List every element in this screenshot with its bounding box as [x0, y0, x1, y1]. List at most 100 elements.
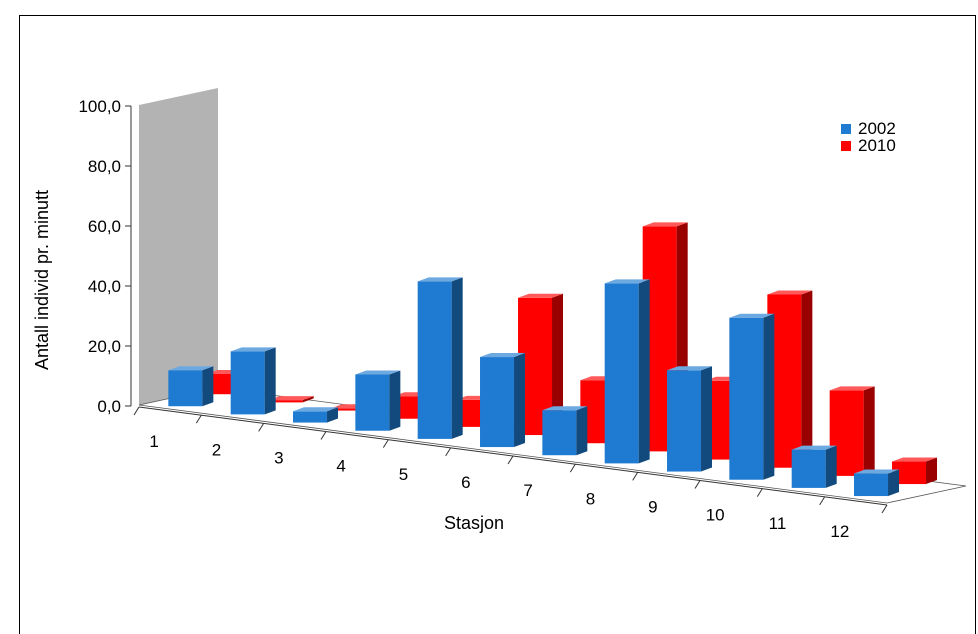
bar-2002-3-front — [293, 411, 328, 423]
bar-2002-11-side — [825, 445, 837, 488]
bar-2002-9 — [667, 366, 713, 472]
bar-2002-2-front — [230, 351, 265, 415]
x-tick — [819, 496, 826, 506]
legend-swatch-2010 — [841, 141, 851, 151]
bar-2010-11-top — [829, 386, 875, 391]
y-tick-label: 80,0 — [88, 157, 121, 176]
bar-2002-12-front — [854, 473, 889, 497]
chart-bars — [168, 222, 938, 497]
bar-2002-7 — [542, 406, 588, 456]
bar-2002-4-front — [355, 374, 390, 431]
legend: 2002 2010 — [841, 119, 896, 155]
y-tick-label: 20,0 — [88, 337, 121, 356]
bar-2002-1 — [168, 366, 214, 407]
x-tick-label: 7 — [523, 481, 532, 500]
bar-2002-4-side — [389, 370, 401, 431]
bar-2010-2-top — [268, 396, 314, 401]
x-tick — [632, 472, 639, 481]
bar-2002-9-side — [701, 366, 713, 472]
bar-2002-6-front — [480, 357, 515, 448]
bar-2002-12-top — [854, 469, 900, 474]
x-tick-label: 3 — [274, 448, 283, 467]
bar-2002-5-side — [451, 277, 463, 439]
x-tick-label: 12 — [830, 522, 849, 541]
bar-2002-9-top — [667, 366, 713, 371]
bar-2010-3-front — [331, 408, 366, 411]
bar-2002-8-top — [604, 279, 650, 284]
bar-2002-6-side — [514, 353, 526, 448]
bar-2002-7-front — [542, 410, 577, 456]
bar-2002-12 — [854, 469, 900, 497]
bar-2002-2-side — [264, 347, 276, 415]
bar-2002-9-front — [667, 370, 702, 472]
x-tick-label: 11 — [769, 514, 787, 533]
bar-2010-2-front — [268, 400, 303, 403]
side-wall — [139, 88, 218, 405]
x-tick — [258, 423, 265, 432]
x-tick — [756, 488, 763, 497]
bar-2002-8 — [604, 279, 650, 464]
x-tick-label: 1 — [149, 432, 158, 451]
bar-2002-5-top — [417, 277, 463, 282]
bar-2002-6 — [480, 353, 526, 448]
bar-2002-10-side — [763, 313, 775, 480]
bar-2010-12-side — [926, 457, 938, 485]
x-tick — [133, 406, 140, 416]
bar-2002-3-side — [327, 407, 339, 423]
bar-2002-4-top — [355, 370, 401, 375]
x-tick — [320, 431, 327, 440]
bar-2010-10-top — [767, 290, 813, 295]
y-tick-label: 40,0 — [88, 277, 121, 296]
bar-2010-2 — [268, 396, 314, 403]
y-tick-label: 100,0 — [78, 97, 121, 116]
y-tick-label: 60,0 — [88, 217, 121, 236]
bar-2010-10-side — [801, 290, 813, 468]
bar-2002-11 — [791, 445, 837, 488]
legend-label-2010: 2010 — [858, 136, 896, 155]
bar-2002-4 — [355, 370, 401, 431]
bar-2002-3 — [293, 407, 339, 423]
x-axis-title: Stasjon — [444, 513, 504, 533]
x-tick-label: 2 — [212, 440, 221, 459]
bar-2002-2-top — [230, 347, 276, 352]
bar-2010-11-side — [863, 386, 875, 476]
x-tick — [445, 447, 452, 457]
bar-2002-3-top — [293, 407, 339, 412]
bar-2002-7-side — [576, 406, 588, 456]
bar-2002-5-front — [417, 281, 452, 439]
bar-2002-12-side — [888, 469, 900, 497]
bar-2002-1-top — [168, 366, 214, 371]
x-tick — [382, 439, 389, 448]
bar-2010-6-top — [518, 293, 564, 298]
bar-2010-12-front — [892, 461, 927, 485]
x-tick-label: 5 — [399, 465, 408, 484]
y-tick-label: 0,0 — [97, 397, 121, 416]
bar-2002-8-front — [604, 283, 639, 464]
bar-2002-10-top — [729, 313, 775, 318]
bar-2002-6-top — [480, 353, 526, 358]
bar-2002-10-front — [729, 317, 764, 480]
y-axis-title: Antall individ pr. minutt — [32, 190, 52, 370]
x-tick — [195, 414, 202, 424]
bar-2002-1-side — [202, 366, 214, 407]
bar-2010-8-top — [642, 222, 688, 227]
bar-2010-12 — [892, 457, 938, 485]
x-tick — [569, 463, 576, 473]
x-tick-label: 6 — [461, 473, 470, 492]
x-tick-label: 10 — [706, 506, 725, 525]
bar-2002-1-front — [168, 370, 203, 407]
bar-2002-5 — [417, 277, 463, 439]
x-tick — [881, 504, 888, 514]
bar-2002-11-front — [791, 449, 826, 488]
chart-frame — [19, 15, 976, 634]
x-tick — [694, 480, 701, 489]
bar-2002-11-top — [791, 445, 837, 450]
legend-swatch-2002 — [841, 124, 851, 134]
bar-2010-6-side — [552, 293, 564, 436]
x-tick-label: 8 — [586, 489, 595, 508]
x-tick-label: 9 — [648, 497, 657, 516]
bar-2002-10 — [729, 313, 775, 480]
bar-2002-2 — [230, 347, 276, 415]
